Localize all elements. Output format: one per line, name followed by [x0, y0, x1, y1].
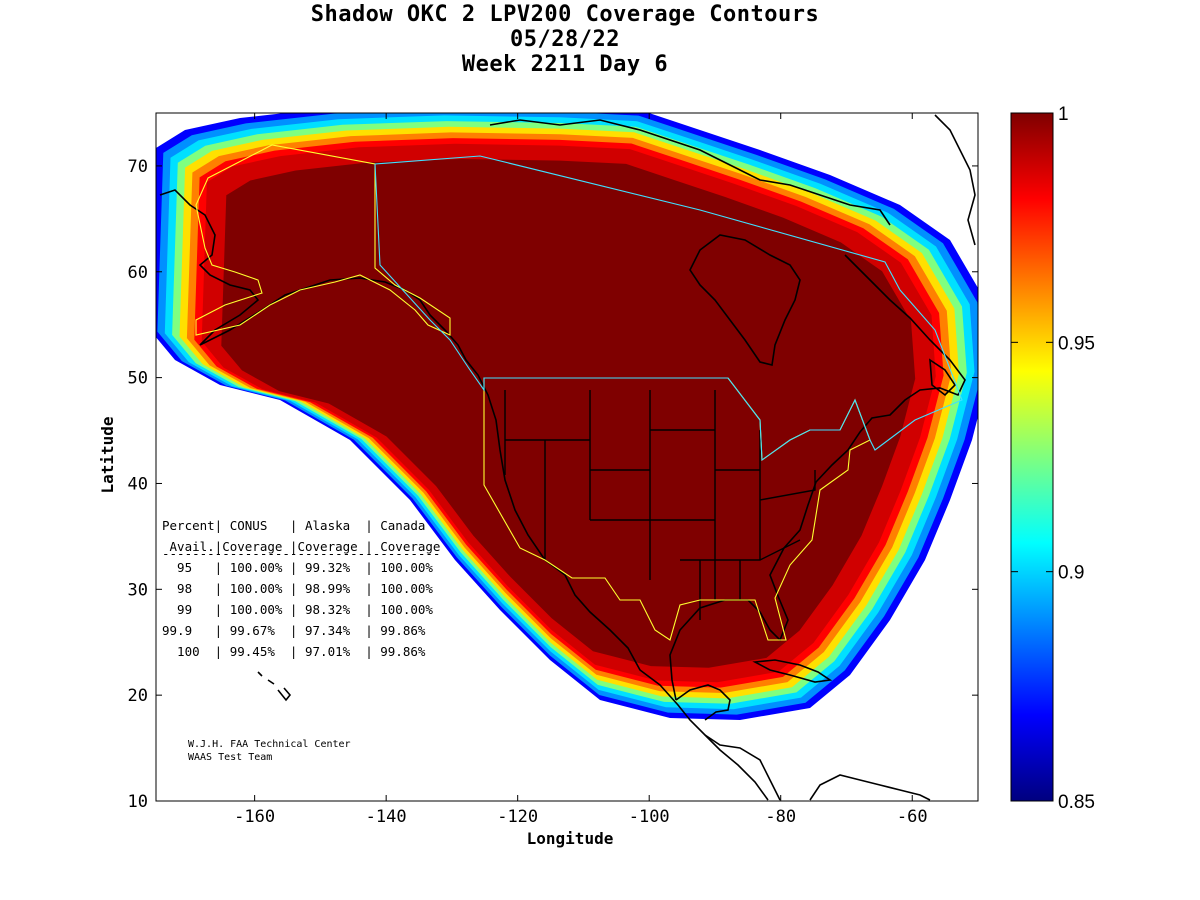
- coastlines: [159, 114, 976, 801]
- x-tick-label: -100: [629, 807, 670, 827]
- y-axis-title: Latitude: [98, 416, 117, 493]
- map-area: [156, 113, 978, 801]
- coastline-central-america: [704, 734, 781, 801]
- y-tick-label: 10: [128, 792, 148, 812]
- table-separator: -------------------------------------: [162, 546, 440, 561]
- credit-line-2: WAAS Test Team: [188, 752, 272, 763]
- y-tick-label: 40: [128, 474, 148, 494]
- x-axis-ticks: -160 -140 -120 -100 -80 -60: [234, 113, 928, 827]
- table-header-2: Avail.|Coverage |Coverage | Coverage: [162, 539, 440, 554]
- colorbar-tick-label: 1: [1058, 104, 1069, 125]
- state-borders: [504, 390, 816, 620]
- chart-title-line-3: Week 2211 Day 6: [461, 52, 669, 77]
- credit-line-1: W.J.H. FAA Technical Center: [188, 739, 351, 750]
- colorbar-tick-label: 0.85: [1058, 792, 1095, 813]
- coastline-greenland: [934, 114, 976, 246]
- table-row: 95 | 100.00% | 99.32% | 100.00%: [162, 560, 433, 575]
- region-boundaries: [195, 144, 963, 641]
- table-header-1: Percent| CONUS | Alaska | Canada: [162, 518, 425, 533]
- x-tick-label: -140: [366, 807, 407, 827]
- x-tick-label: -80: [765, 807, 796, 827]
- coastline-south-america: [809, 774, 931, 801]
- coastline-hudson-bay: [689, 234, 801, 366]
- coastline-cuba: [752, 659, 833, 683]
- table-row: 99 | 100.00% | 98.32% | 100.00%: [162, 602, 433, 617]
- y-axis-ticks: 10 20 30 40 50 60 70: [128, 157, 978, 812]
- coastline-newfoundland: [929, 358, 957, 397]
- y-tick-label: 60: [128, 263, 148, 283]
- coverage-table: Percent| CONUS | Alaska | Canada Avail.|…: [162, 518, 440, 659]
- chart-title-line-1: Shadow OKC 2 LPV200 Coverage Contours: [310, 2, 820, 27]
- table-rows: 95 | 100.00% | 99.32% | 100.00% 98 | 100…: [162, 560, 433, 659]
- boundary-canada: [374, 155, 963, 462]
- colorbar-tick-label: 0.95: [1058, 333, 1095, 354]
- colorbar-tick-label: 0.9: [1058, 563, 1084, 584]
- plot-frame: [155, 112, 979, 802]
- x-axis-title: Longitude: [527, 829, 614, 848]
- x-tick-label: -160: [234, 807, 275, 827]
- table-row: 100 | 99.45% | 97.01% | 99.86%: [162, 644, 426, 659]
- boundary-alaska: [195, 144, 451, 336]
- coastline-yucatan: [675, 684, 731, 721]
- colorbar-ticks: 1 0.95 0.9 0.85: [1011, 104, 1095, 813]
- coastline-arctic-islands: [489, 119, 891, 226]
- coastline-north-america: [159, 189, 769, 801]
- coastline-hawaii: [257, 671, 292, 702]
- coverage-bands: [156, 113, 978, 720]
- table-row: 99.9 | 99.67% | 97.34% | 99.86%: [162, 623, 426, 638]
- y-tick-label: 70: [128, 157, 148, 177]
- table-row: 98 | 100.00% | 98.99% | 100.00%: [162, 581, 433, 596]
- y-tick-label: 30: [128, 580, 148, 600]
- y-tick-label: 50: [128, 369, 148, 389]
- x-tick-label: -120: [497, 807, 538, 827]
- x-tick-label: -60: [897, 807, 928, 827]
- chart-title-line-2: 05/28/22: [510, 27, 620, 52]
- y-tick-label: 20: [128, 686, 148, 706]
- colorbar: [1010, 112, 1054, 802]
